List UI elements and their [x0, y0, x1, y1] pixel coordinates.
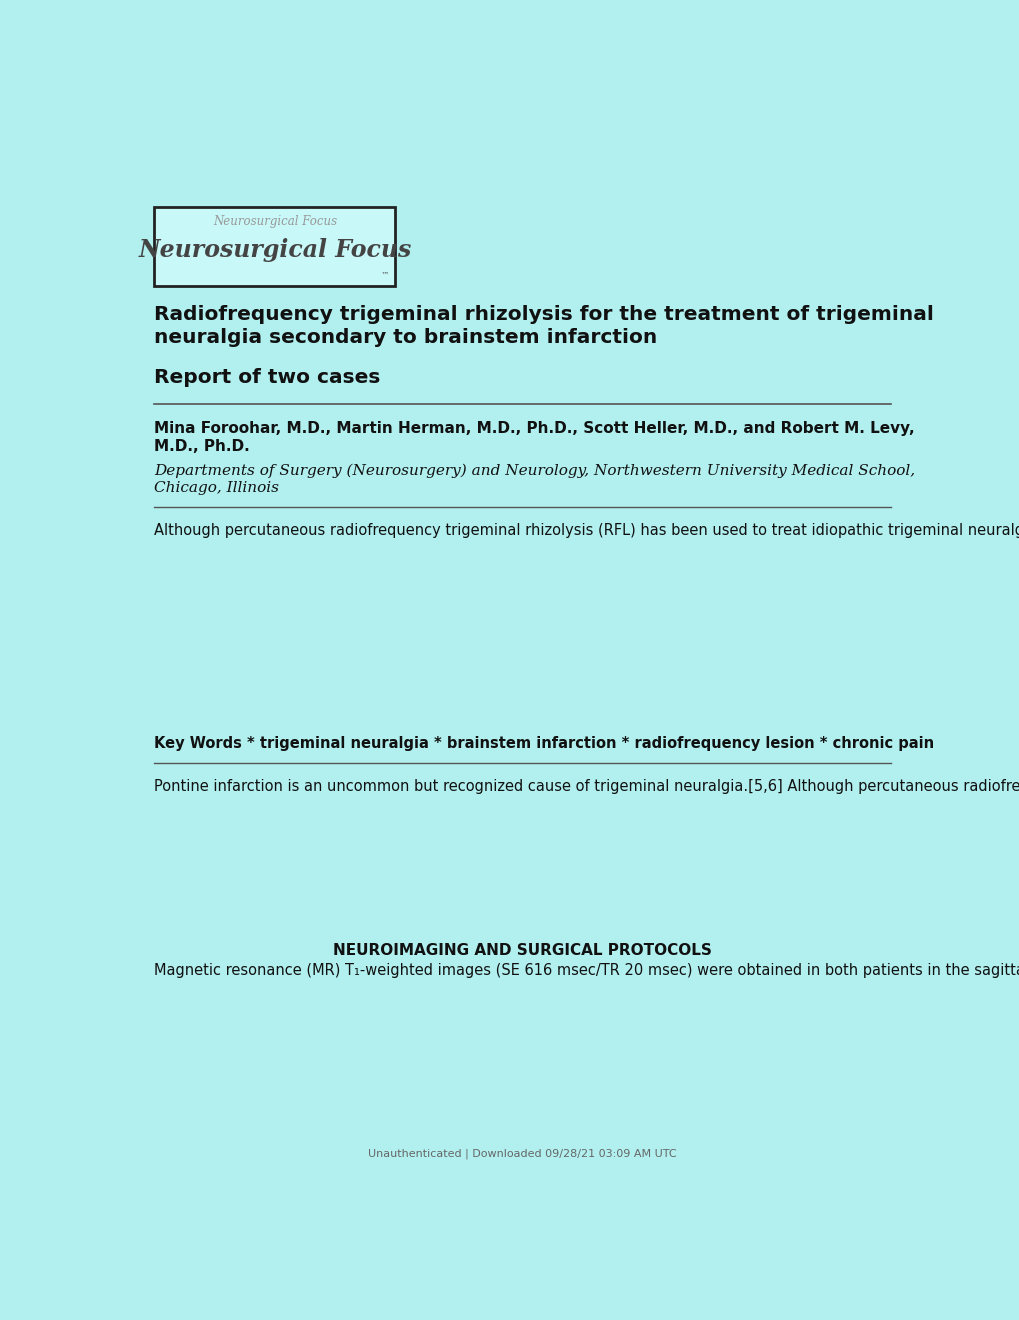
Text: Radiofrequency trigeminal rhizolysis for the treatment of trigeminal
neuralgia s: Radiofrequency trigeminal rhizolysis for… — [154, 305, 933, 347]
Text: ™: ™ — [380, 271, 389, 280]
Text: Pontine infarction is an uncommon but recognized cause of trigeminal neuralgia.[: Pontine infarction is an uncommon but re… — [154, 779, 1019, 795]
Text: Neurosurgical Focus: Neurosurgical Focus — [139, 238, 411, 261]
Text: Unauthenticated | Downloaded 09/28/21 03:09 AM UTC: Unauthenticated | Downloaded 09/28/21 03… — [368, 1148, 677, 1159]
Text: Mina Foroohar, M.D., Martin Herman, M.D., Ph.D., Scott Heller, M.D., and Robert : Mina Foroohar, M.D., Martin Herman, M.D.… — [154, 421, 914, 454]
Text: Neurosurgical Focus: Neurosurgical Focus — [213, 215, 336, 228]
Text: Departments of Surgery (Neurosurgery) and Neurology, Northwestern University Med: Departments of Surgery (Neurosurgery) an… — [154, 463, 915, 495]
Text: Key Words * trigeminal neuralgia * brainstem infarction * radiofrequency lesion : Key Words * trigeminal neuralgia * brain… — [154, 735, 933, 751]
Text: NEUROIMAGING AND SURGICAL PROTOCOLS: NEUROIMAGING AND SURGICAL PROTOCOLS — [333, 942, 711, 958]
Text: Report of two cases: Report of two cases — [154, 368, 380, 387]
Text: Magnetic resonance (MR) T₁-weighted images (SE 616 msec/TR 20 msec) were obtaine: Magnetic resonance (MR) T₁-weighted imag… — [154, 964, 1019, 978]
FancyBboxPatch shape — [154, 207, 395, 286]
Text: Although percutaneous radiofrequency trigeminal rhizolysis (RFL) has been used t: Although percutaneous radiofrequency tri… — [154, 523, 1019, 539]
